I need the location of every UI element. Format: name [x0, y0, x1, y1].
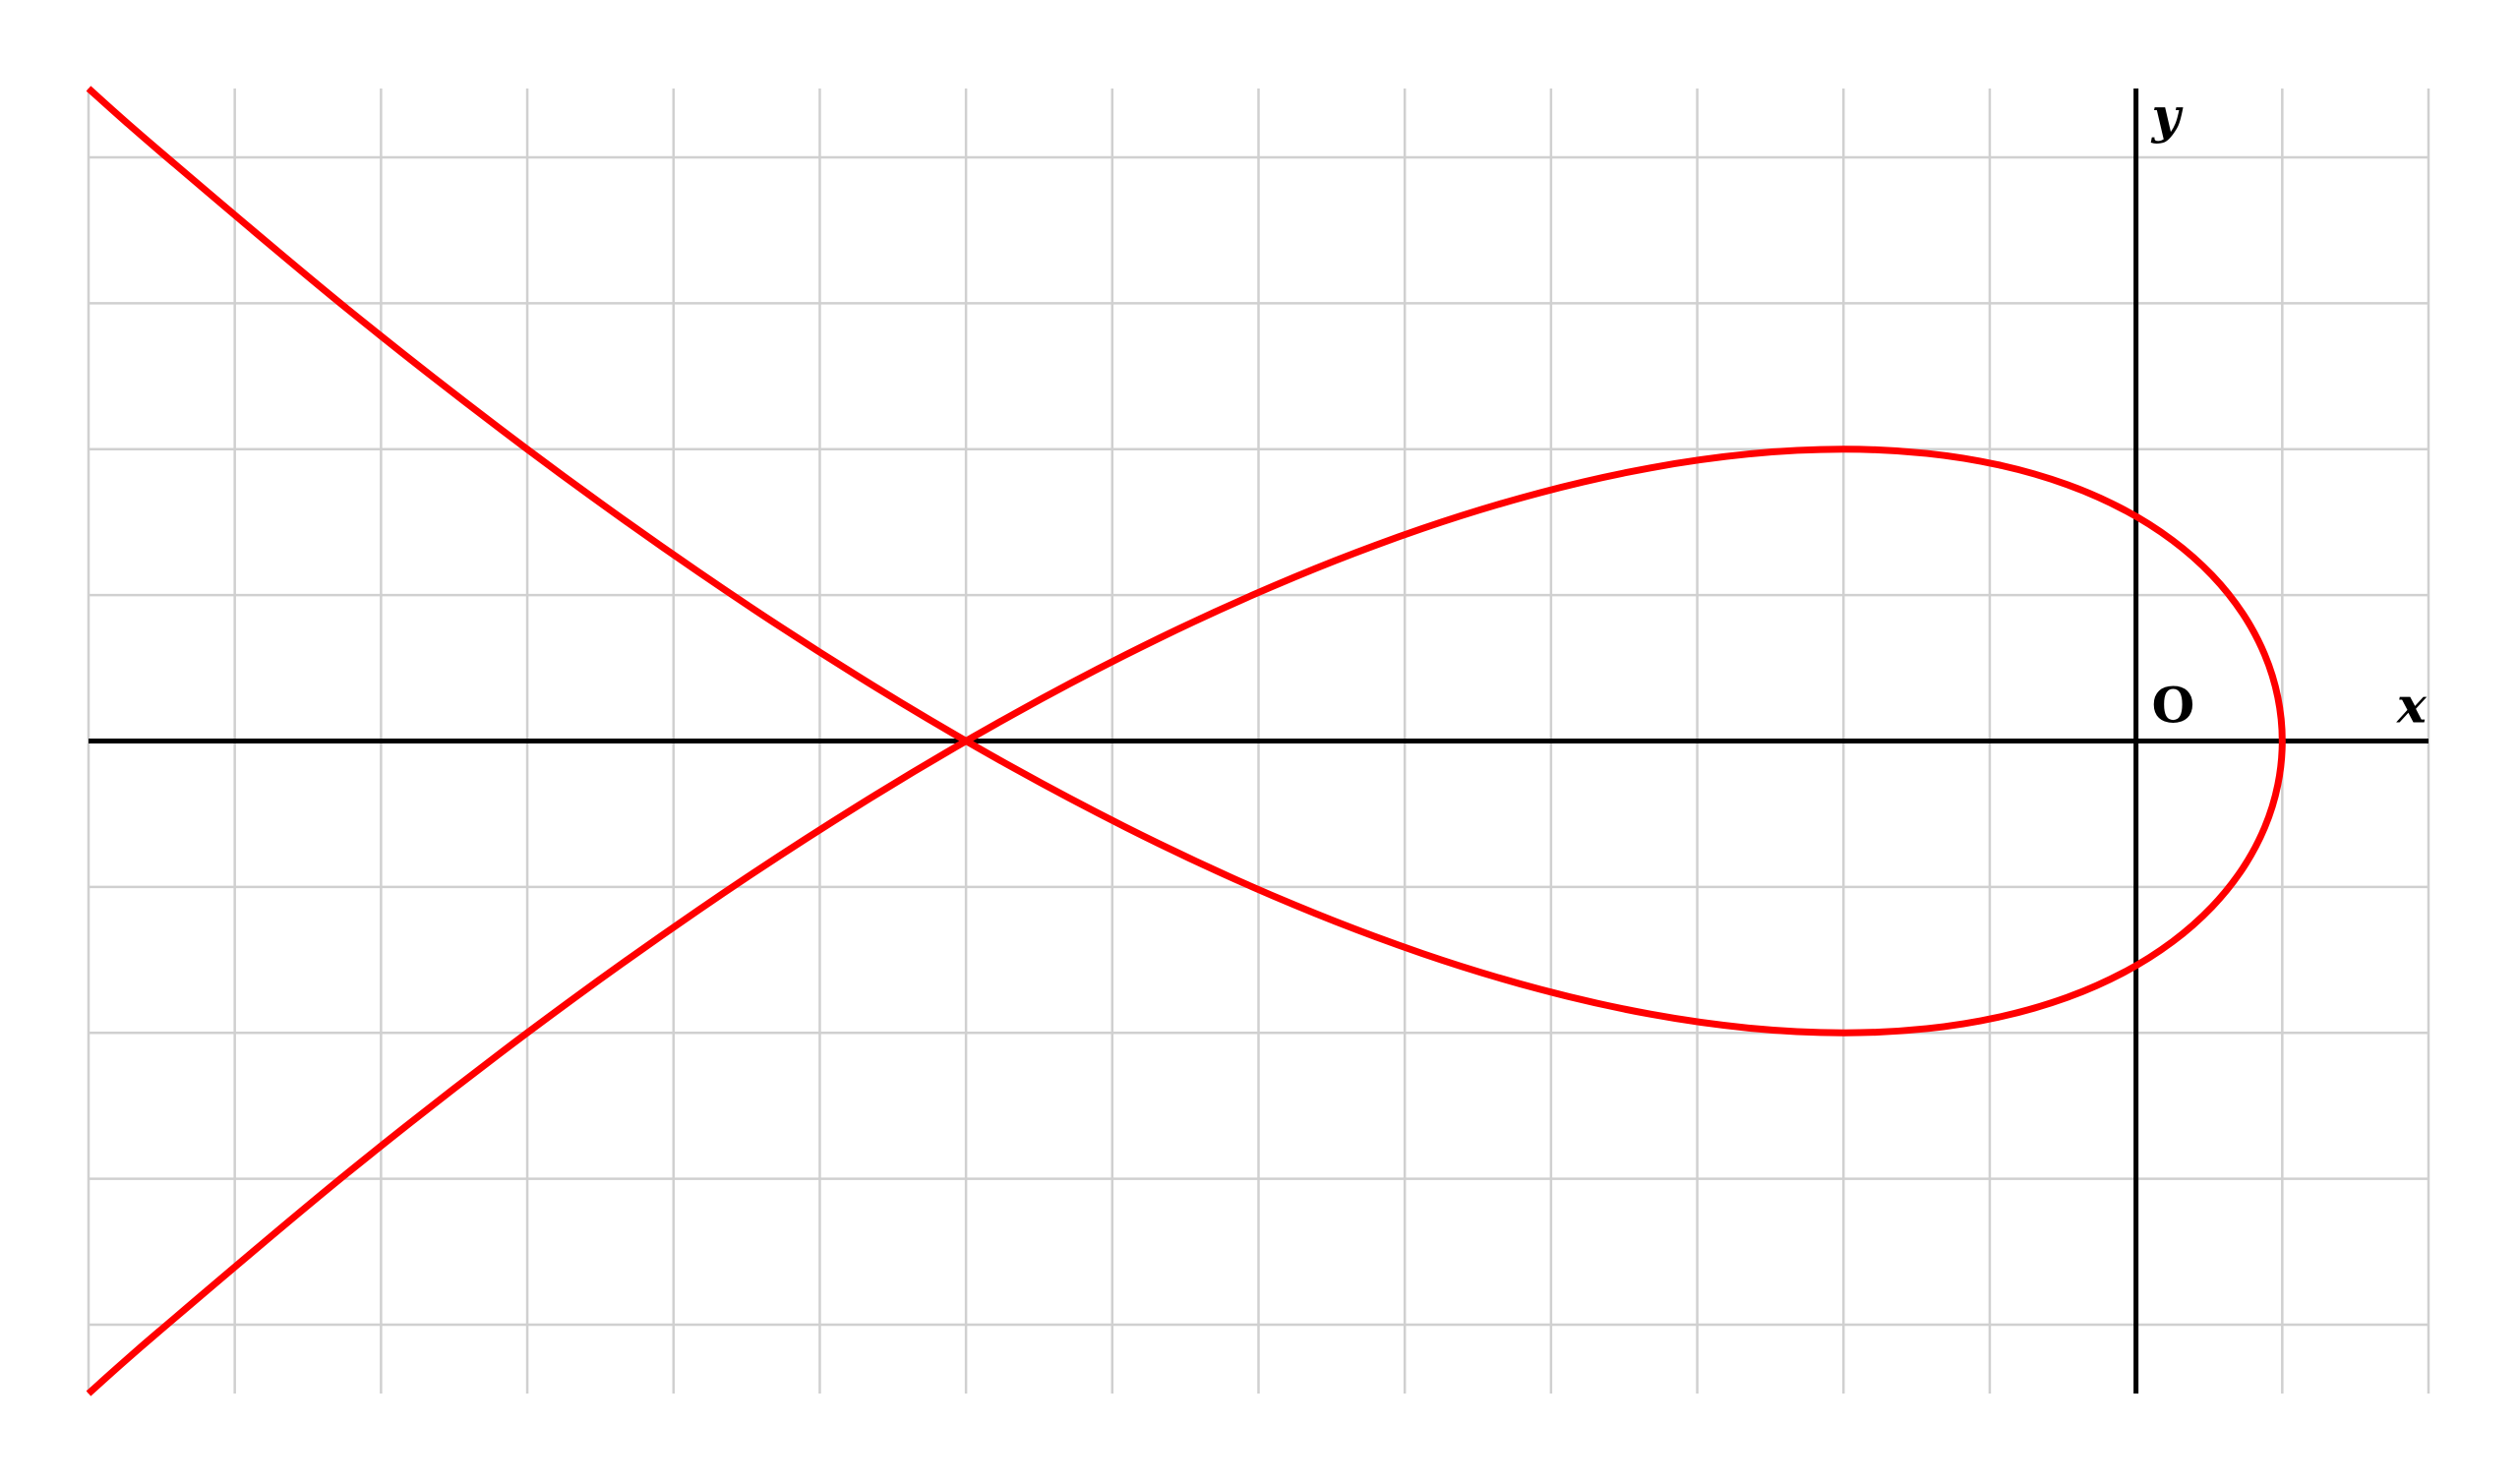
curve-layer	[86, 86, 2286, 1396]
curve	[86, 86, 2286, 1396]
x-axis-label: x	[2396, 677, 2428, 735]
labels: y O x	[2151, 87, 2428, 735]
axes	[89, 89, 2428, 1394]
origin-label: O	[2152, 677, 2195, 735]
y-axis-label: y	[2151, 87, 2184, 145]
